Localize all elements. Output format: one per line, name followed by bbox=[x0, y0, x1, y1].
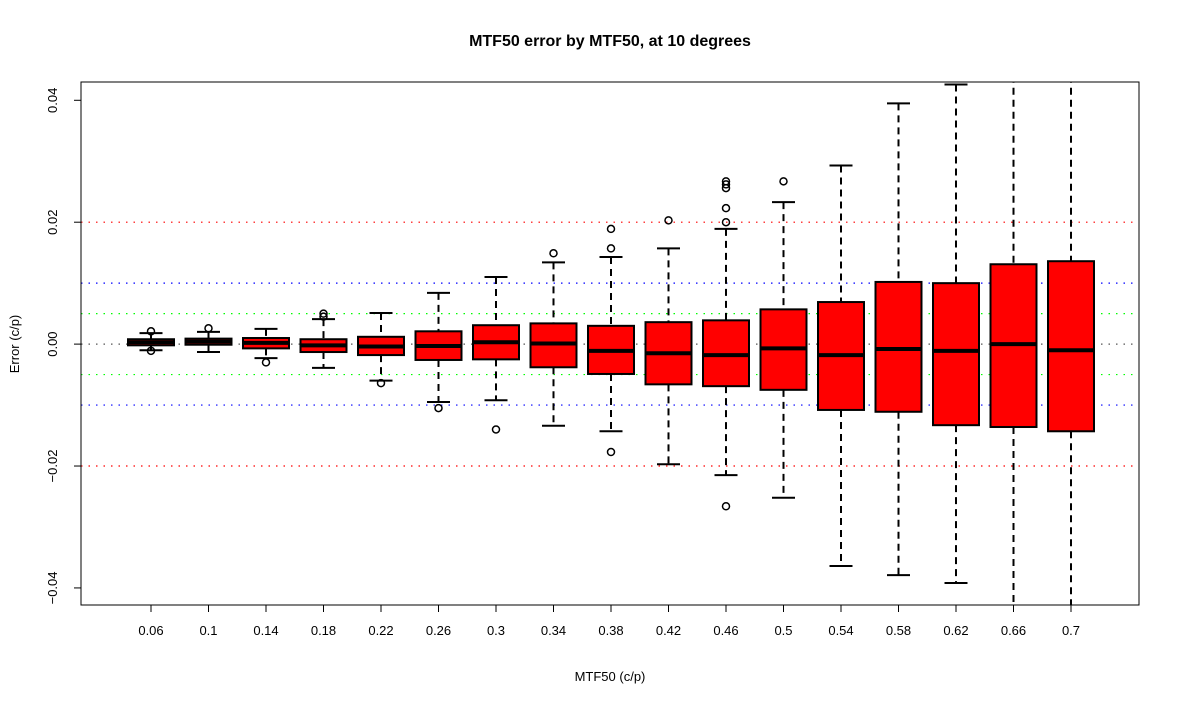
box-0.62 bbox=[932, 83, 980, 585]
outlier-point bbox=[434, 403, 443, 413]
outlier-point bbox=[549, 249, 558, 258]
outlier-point bbox=[491, 425, 501, 434]
x-tick-label: 0.18 bbox=[311, 623, 336, 638]
y-tick-label: 0.02 bbox=[45, 210, 60, 235]
box-0.1 bbox=[184, 324, 233, 354]
box-0.46 bbox=[702, 177, 750, 511]
x-tick-label: 0.46 bbox=[713, 623, 738, 638]
box-0.5 bbox=[759, 177, 808, 499]
outlier-point bbox=[319, 309, 328, 318]
box-0.14 bbox=[242, 327, 290, 367]
outlier-point bbox=[721, 183, 731, 193]
outlier-point bbox=[204, 324, 213, 333]
plot-frame bbox=[80, 81, 1140, 606]
box-iqr bbox=[932, 282, 980, 427]
outlier-point bbox=[721, 203, 731, 213]
box-0.38 bbox=[587, 224, 635, 457]
box-0.3 bbox=[472, 276, 520, 434]
x-tick-label: 0.14 bbox=[253, 623, 278, 638]
outlier-point bbox=[606, 244, 616, 253]
box-0.18 bbox=[299, 309, 348, 369]
x-axis-label: MTF50 (c/p) bbox=[575, 669, 646, 684]
x-tick-label: 0.42 bbox=[656, 623, 681, 638]
outlier-point bbox=[606, 447, 616, 457]
box-0.34 bbox=[529, 249, 578, 427]
x-tick-label: 0.22 bbox=[368, 623, 393, 638]
x-tick-label: 0.06 bbox=[138, 623, 163, 638]
x-tick-label: 0.34 bbox=[541, 623, 566, 638]
y-tick-label: −0.02 bbox=[45, 450, 60, 483]
box-0.7 bbox=[1047, 82, 1095, 605]
x-tick-label: 0.5 bbox=[774, 623, 792, 638]
outlier-point bbox=[146, 346, 156, 356]
chart-title: MTF50 error by MTF50, at 10 degrees bbox=[469, 33, 751, 50]
outlier-point bbox=[146, 327, 156, 336]
outlier-point bbox=[261, 358, 271, 367]
box-0.22 bbox=[357, 312, 405, 388]
x-tick-label: 0.38 bbox=[598, 623, 623, 638]
outlier-point bbox=[319, 312, 328, 321]
x-tick-label: 0.58 bbox=[886, 623, 911, 638]
y-tick-label: 0.04 bbox=[45, 88, 60, 113]
outlier-point bbox=[606, 224, 616, 234]
x-tick-label: 0.3 bbox=[487, 623, 505, 638]
outlier-point bbox=[721, 180, 731, 189]
x-tick-label: 0.1 bbox=[199, 623, 217, 638]
box-0.26 bbox=[414, 291, 463, 413]
outlier-point bbox=[779, 177, 788, 186]
y-tick-label: 0.00 bbox=[45, 331, 60, 356]
box-iqr bbox=[1047, 260, 1095, 433]
x-tick-label: 0.66 bbox=[1001, 623, 1026, 638]
x-tick-label: 0.7 bbox=[1062, 623, 1080, 638]
x-tick-label: 0.26 bbox=[426, 623, 451, 638]
outlier-point bbox=[721, 502, 731, 511]
box-0.06 bbox=[127, 327, 175, 356]
y-axis-label: Error (c/p) bbox=[7, 315, 22, 374]
box-0.66 bbox=[989, 82, 1038, 605]
x-tick-label: 0.62 bbox=[943, 623, 968, 638]
outlier-point bbox=[376, 378, 386, 388]
outlier-point bbox=[664, 216, 673, 225]
y-tick-label: −0.04 bbox=[45, 571, 60, 604]
x-tick-label: 0.54 bbox=[828, 623, 853, 638]
box-0.54 bbox=[817, 164, 865, 567]
outlier-point bbox=[721, 217, 731, 227]
box-0.58 bbox=[874, 102, 923, 577]
box-0.42 bbox=[644, 216, 693, 466]
box-iqr bbox=[874, 280, 923, 413]
